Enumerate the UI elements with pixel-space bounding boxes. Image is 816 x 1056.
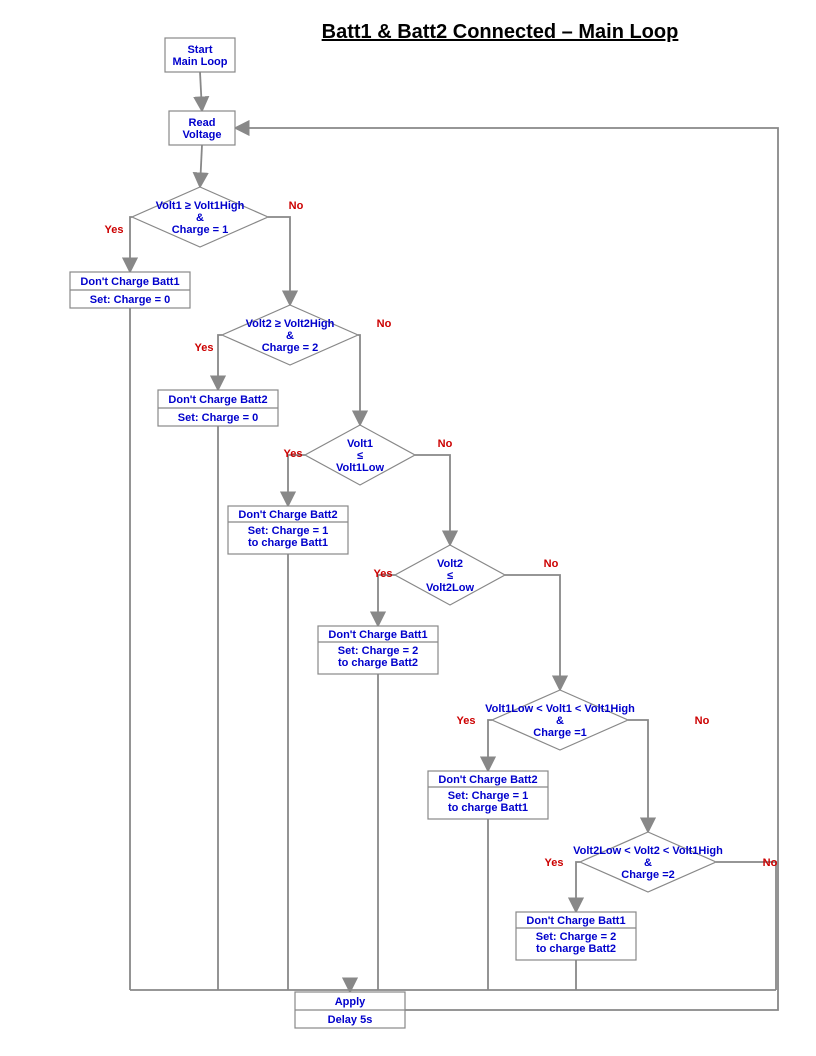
flow-edge [415, 455, 450, 545]
branch-label: No [763, 857, 778, 869]
node-text: to charge Batt2 [338, 657, 418, 669]
branch-label: Yes [457, 715, 476, 727]
node-text: ≤ [357, 450, 363, 462]
flow-edge [130, 217, 132, 272]
node-text: Set: Charge = 2 [536, 931, 616, 943]
node-text: Volt1Low [336, 462, 385, 474]
node-text: Volt1 [347, 438, 373, 450]
flow-edge [288, 455, 305, 506]
node-text: & [286, 330, 294, 342]
node-text: Charge =1 [533, 727, 587, 739]
branch-label: Yes [374, 568, 393, 580]
node-text: Set: Charge = 1 [248, 525, 328, 537]
node-text: Charge = 2 [262, 342, 319, 354]
node-text: & [196, 212, 204, 224]
flow-edge [235, 128, 778, 1010]
node-text: Read [189, 117, 216, 129]
node-text: to charge Batt2 [536, 943, 616, 955]
flow-edge [200, 72, 202, 111]
node-text: Volt2 [437, 558, 463, 570]
node-text: Don't Charge Batt1 [328, 629, 427, 641]
branch-label: No [544, 558, 559, 570]
branch-label: No [695, 715, 710, 727]
node-text: & [644, 857, 652, 869]
node-text: to charge Batt1 [248, 537, 328, 549]
flow-edge [358, 335, 360, 425]
flow-edge [268, 217, 290, 305]
node-text: Apply [335, 996, 366, 1008]
node-text: Set: Charge = 1 [448, 790, 528, 802]
branch-label: No [438, 438, 453, 450]
branch-label: Yes [105, 224, 124, 236]
node-text: Volt2 ≥ Volt2High [246, 318, 335, 330]
node-text: Volt1Low < Volt1 < Volt1High [485, 703, 635, 715]
flow-edge [628, 720, 648, 832]
flow-edge [218, 335, 222, 390]
node-text: Don't Charge Batt2 [238, 509, 337, 521]
branch-label: Yes [284, 448, 303, 460]
node-text: Main Loop [173, 56, 228, 68]
branch-label: Yes [195, 342, 214, 354]
branch-label: No [289, 200, 304, 212]
node-text: to charge Batt1 [448, 802, 528, 814]
flow-edge [716, 862, 776, 990]
node-text: Don't Charge Batt1 [80, 276, 179, 288]
node-text: ≤ [447, 570, 453, 582]
node-text: Delay 5s [328, 1014, 373, 1026]
node-text: Volt2Low < Volt2 < Volt1High [573, 845, 723, 857]
branch-label: Yes [545, 857, 564, 869]
node-text: Don't Charge Batt2 [438, 774, 537, 786]
flow-edge [378, 575, 395, 626]
node-text: Set: Charge = 0 [178, 412, 258, 424]
branch-label: No [377, 318, 392, 330]
flow-edge [200, 145, 202, 187]
node-text: Volt2Low [426, 582, 475, 594]
node-text: Charge = 1 [172, 224, 229, 236]
node-text: Don't Charge Batt2 [168, 394, 267, 406]
node-text: & [556, 715, 564, 727]
node-text: Charge =2 [621, 869, 675, 881]
node-text: Don't Charge Batt1 [526, 915, 625, 927]
flow-edge [488, 720, 492, 771]
node-text: Start [187, 44, 212, 56]
node-text: Set: Charge = 2 [338, 645, 418, 657]
flow-edge [505, 575, 560, 690]
node-text: Volt1 ≥ Volt1High [156, 200, 245, 212]
node-text: Set: Charge = 0 [90, 294, 170, 306]
diagram-title: Batt1 & Batt2 Connected – Main Loop [322, 21, 679, 43]
node-text: Voltage [183, 129, 222, 141]
flow-edge [576, 862, 580, 912]
